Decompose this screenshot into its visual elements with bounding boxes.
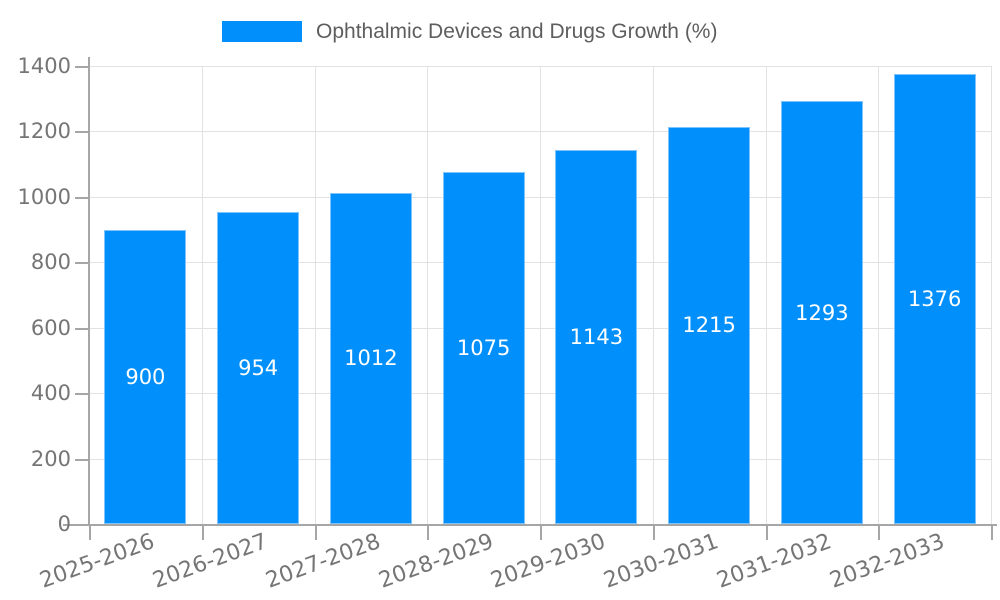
x-tick xyxy=(878,524,881,540)
bar[interactable] xyxy=(442,172,525,524)
y-tick xyxy=(75,262,89,265)
y-tick-label: 1200 xyxy=(17,119,71,144)
x-tick xyxy=(765,524,768,540)
legend-label: Ophthalmic Devices and Drugs Growth (%) xyxy=(316,20,718,43)
gridline-v xyxy=(652,66,654,524)
bar[interactable] xyxy=(893,73,976,524)
y-axis-line xyxy=(88,57,90,524)
bar[interactable] xyxy=(668,126,751,524)
x-tick-label: 2029-2030 xyxy=(488,529,610,594)
y-tick xyxy=(75,524,89,526)
y-tick-label: 1400 xyxy=(17,54,71,78)
x-tick xyxy=(652,524,655,540)
x-tick xyxy=(991,524,993,540)
x-tick xyxy=(314,524,317,540)
plot-right-border xyxy=(991,66,992,524)
x-tick xyxy=(427,524,430,540)
y-tick xyxy=(75,196,89,199)
gridline-v xyxy=(765,66,767,524)
gridline-v xyxy=(540,66,541,524)
x-tick xyxy=(201,524,204,540)
x-tick-label: 2027-2028 xyxy=(262,529,384,594)
bar[interactable] xyxy=(780,101,863,524)
x-tick xyxy=(540,524,542,540)
x-axis-line xyxy=(63,524,997,526)
gridline-v xyxy=(427,66,429,524)
x-tick-label: 2031-2032 xyxy=(713,529,835,594)
y-tick-label: 600 xyxy=(30,315,71,340)
bar[interactable] xyxy=(555,150,638,524)
y-tick-label: 1000 xyxy=(17,184,71,209)
gridline-v xyxy=(314,66,316,524)
gridline-v xyxy=(201,66,203,524)
y-tick xyxy=(75,393,89,396)
x-tick-label: 2032-2033 xyxy=(826,529,948,594)
y-tick-label: 800 xyxy=(30,250,71,275)
y-tick-label: 0 xyxy=(57,512,71,536)
x-tick-label: 2026-2027 xyxy=(149,529,271,594)
x-tick-label: 2028-2029 xyxy=(375,529,497,594)
legend-swatch-icon xyxy=(222,21,302,42)
x-tick-label: 2025-2026 xyxy=(37,529,159,594)
y-tick-label: 200 xyxy=(30,446,71,471)
bar[interactable] xyxy=(329,192,412,524)
bar[interactable] xyxy=(217,211,300,524)
gridline-v xyxy=(878,66,880,524)
x-tick-label: 2030-2031 xyxy=(600,529,722,594)
bar[interactable] xyxy=(104,229,187,524)
y-tick xyxy=(75,66,89,68)
y-tick xyxy=(75,131,89,134)
y-tick-label: 400 xyxy=(30,381,71,406)
legend-item[interactable]: Ophthalmic Devices and Drugs Growth (%) xyxy=(222,21,717,42)
y-tick xyxy=(75,458,89,461)
y-tick xyxy=(75,327,89,330)
x-tick xyxy=(89,524,91,540)
